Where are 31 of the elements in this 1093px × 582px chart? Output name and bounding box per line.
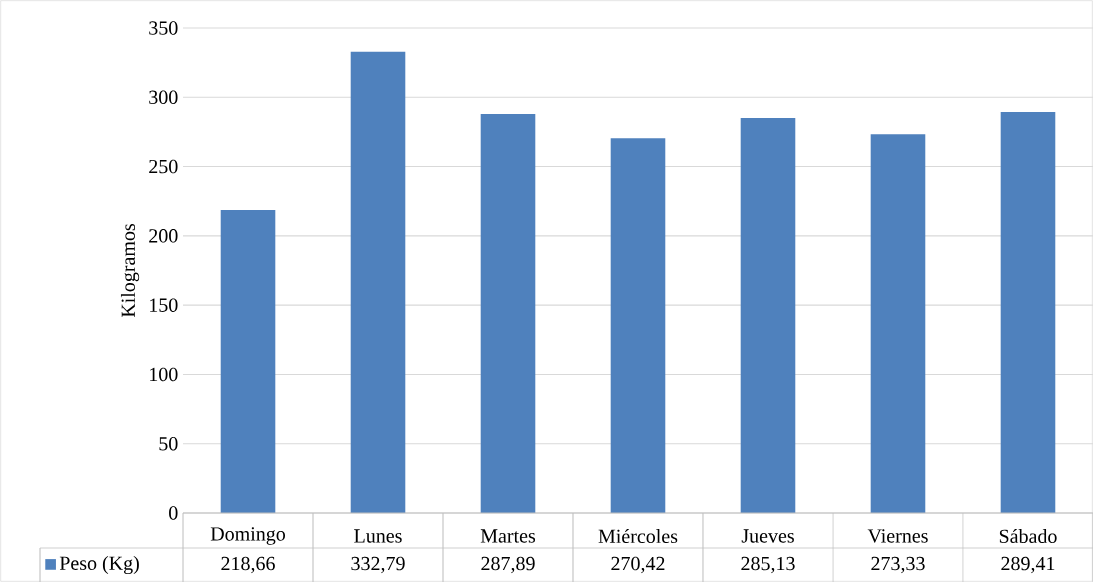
bar [1000, 111, 1056, 513]
y-tick-label: 0 [169, 506, 178, 520]
data-label: 285,13 [741, 556, 795, 574]
x-tick-label: Miércoles [598, 528, 678, 544]
bar [350, 51, 406, 513]
data-label: 332,79 [351, 556, 405, 574]
bar [740, 117, 796, 513]
x-tick-label: Martes [480, 529, 536, 543]
data-label: 218,66 [221, 556, 275, 574]
x-tick-label: Lunes [354, 529, 402, 543]
x-tick-label: Sábado [999, 528, 1057, 544]
y-tick-label: 250 [149, 159, 178, 174]
x-tick-label: Jueves [741, 529, 794, 543]
bar [220, 209, 276, 513]
y-axis-title: Kilogramos [120, 224, 140, 318]
data-label: 287,89 [481, 556, 535, 574]
x-tick-label: Viernes [867, 529, 928, 543]
bar [870, 134, 926, 513]
y-tick-label: 50 [159, 436, 178, 451]
y-tick-label: 200 [149, 229, 178, 243]
bar [480, 114, 536, 513]
y-tick-label: 100 [150, 367, 178, 382]
data-label: 270,42 [611, 556, 665, 574]
y-tick-label: 150 [150, 298, 178, 312]
legend-label: Peso (Kg) [59, 555, 139, 575]
data-label: 273,33 [871, 556, 925, 574]
data-label: 289,41 [1001, 556, 1055, 574]
y-tick-label: 350 [149, 21, 178, 35]
y-tick-label: 300 [149, 90, 178, 105]
bar [610, 138, 666, 513]
x-tick-label: Domingo [210, 527, 286, 545]
